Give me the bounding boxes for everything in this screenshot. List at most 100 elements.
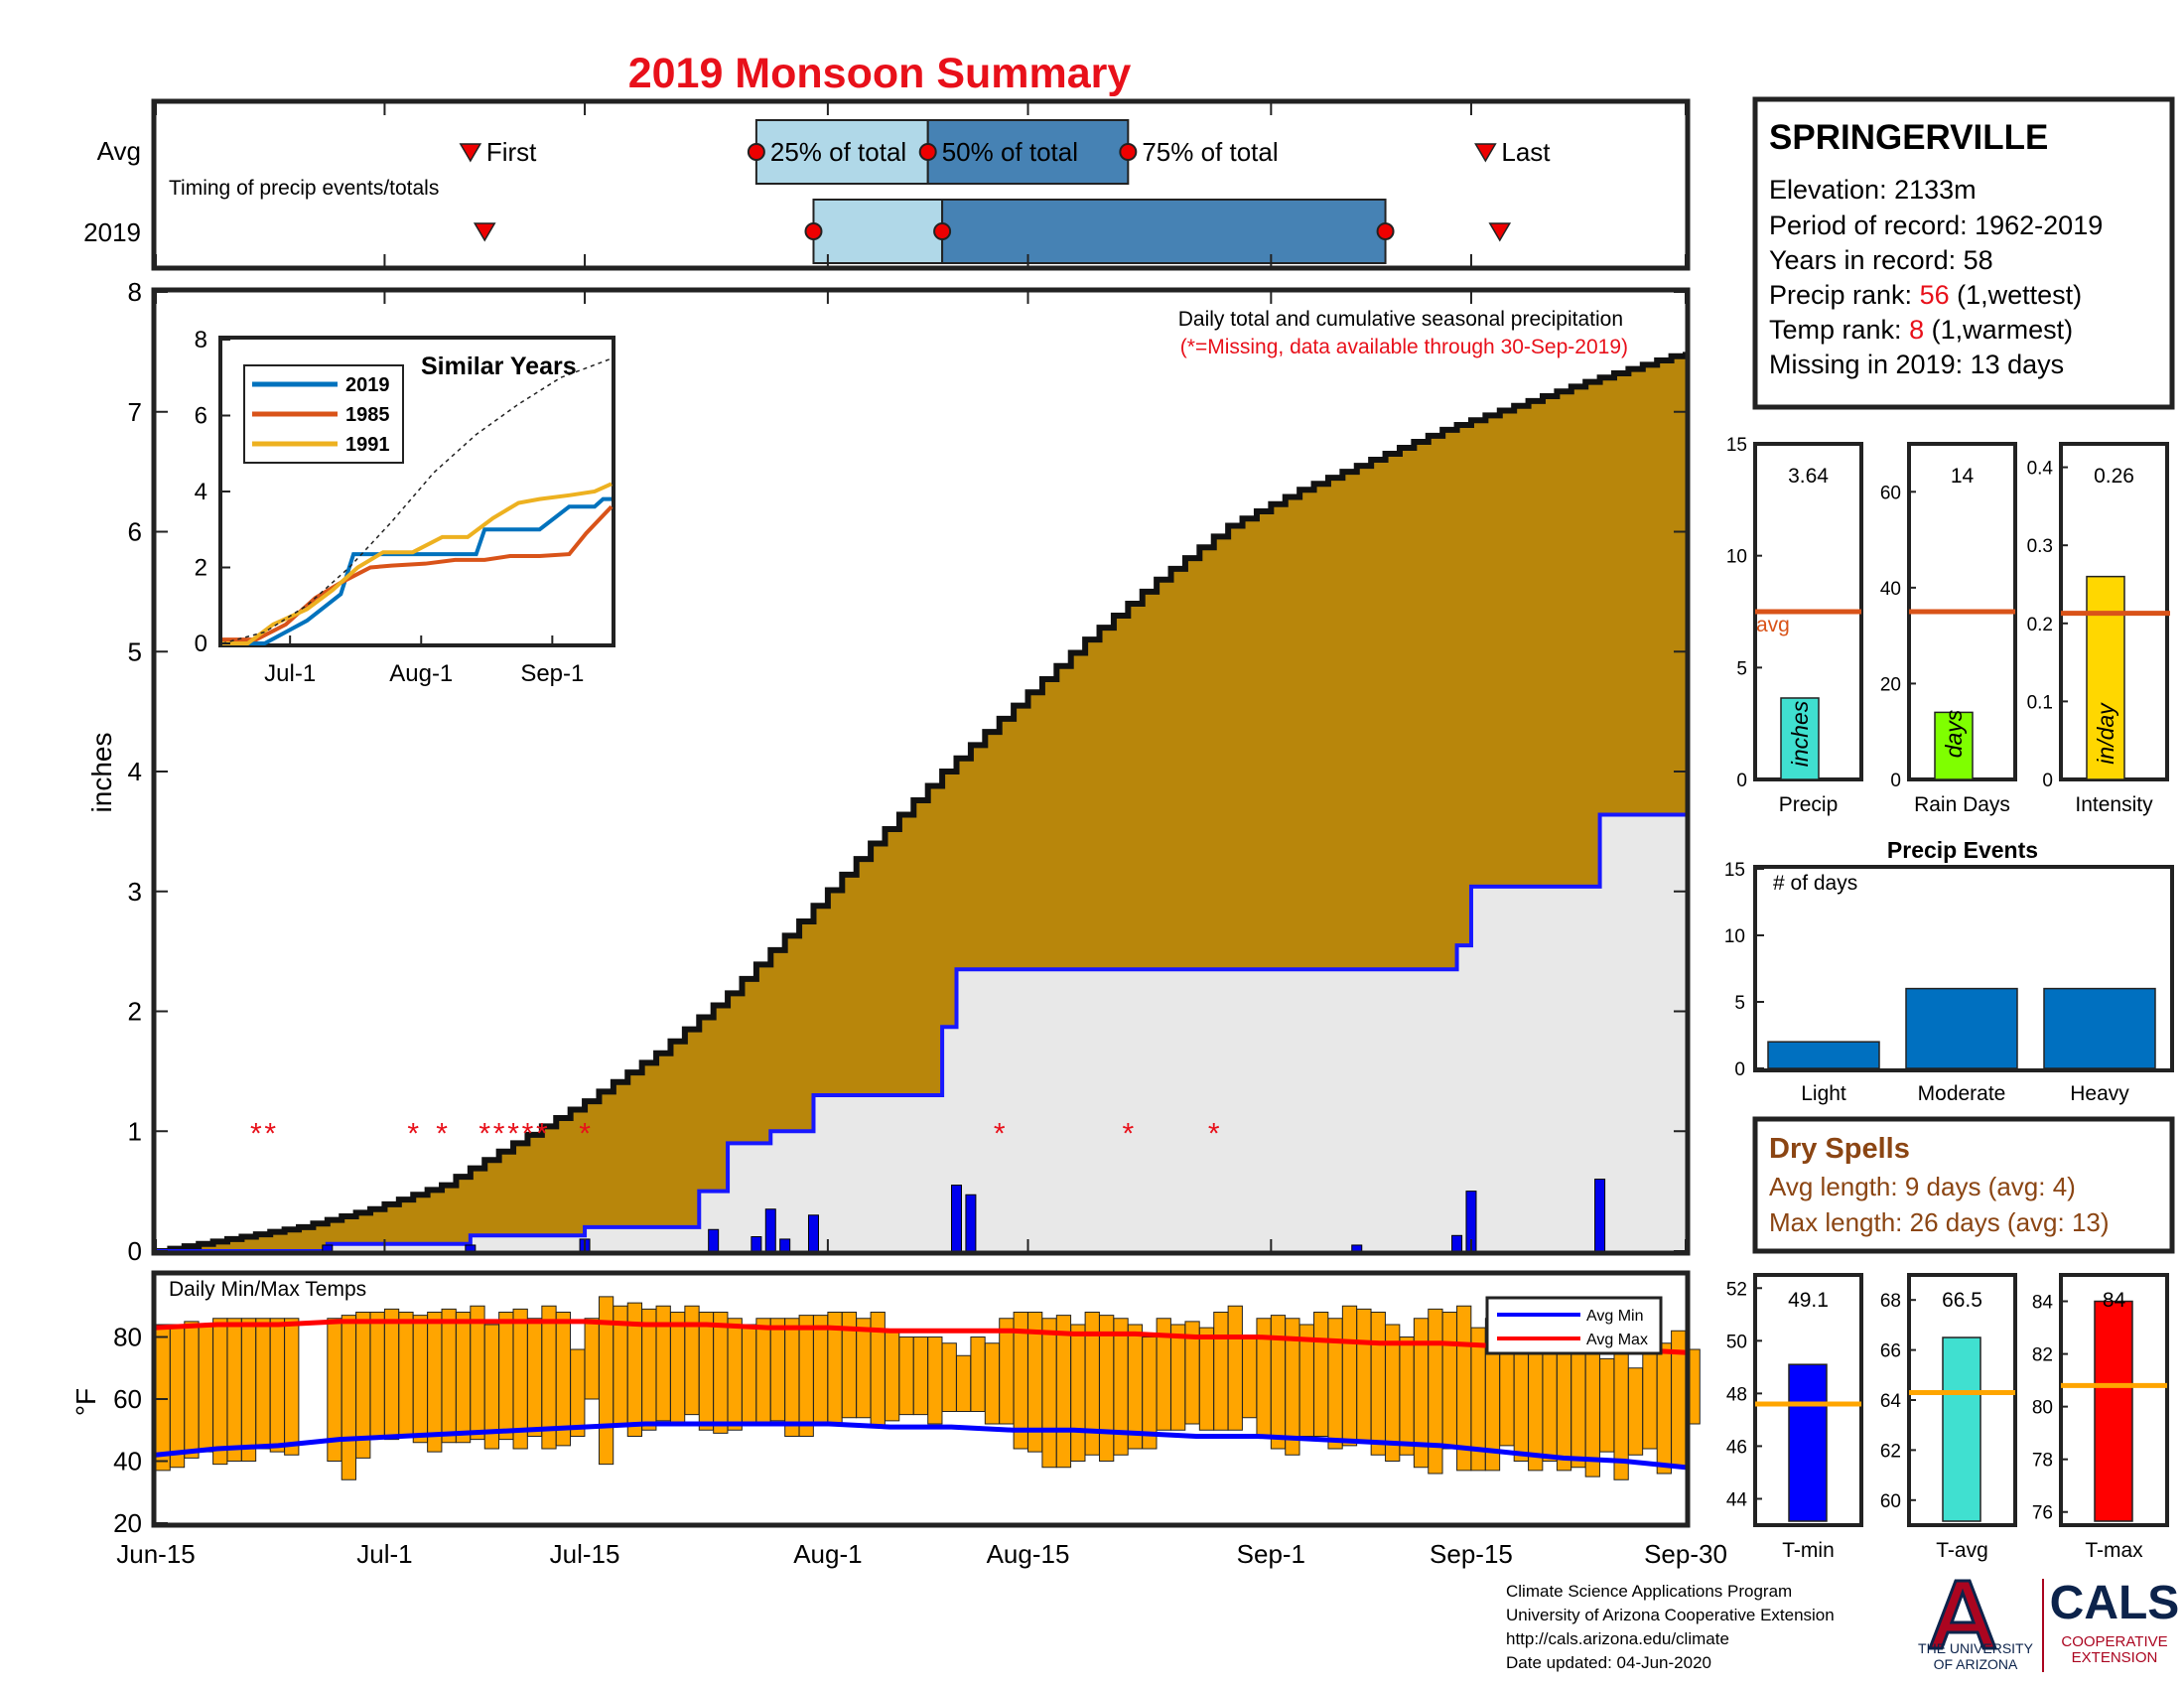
daily-precip-bar: [708, 1228, 720, 1252]
daily-temp-bar: [427, 1312, 443, 1453]
ua-text-2: OF ARIZONA: [1934, 1656, 2018, 1672]
temp-x-tick-label: Jul-15: [550, 1539, 620, 1569]
timing-percentile-marker: [1119, 143, 1138, 161]
daily-temp-bar: [727, 1318, 743, 1431]
daily-temp-bar: [941, 1342, 957, 1412]
temp-y-tick-label: 20: [113, 1508, 142, 1538]
timing-label-last: Last: [1501, 137, 1551, 167]
timing-label-50: 50% of total: [942, 137, 1078, 167]
daily-temp-bar: [713, 1312, 729, 1434]
daily-temp-bar: [1528, 1342, 1544, 1472]
timing-markers: First 25% of total 50% of total 75% of tota…: [459, 119, 1551, 264]
daily-temp-bar: [498, 1312, 514, 1441]
observed-cumulative-area: [156, 814, 1686, 1251]
missing-day-marker: *: [436, 1117, 448, 1150]
timing-box-50-75: [941, 199, 1387, 264]
precip-events-panel: Precip Events # of days 0 5 10 15 Light Moder…: [1724, 837, 2174, 1105]
main-plot-area: * * * * * * * * * * * * *: [156, 292, 1689, 1254]
cals-sub-1: COOPERATIVE: [2061, 1633, 2167, 1650]
daily-temp-bar: [526, 1318, 543, 1437]
daily-temp-bar: [269, 1318, 285, 1453]
daily-temp-bar: [669, 1312, 686, 1425]
daily-temp-bar: [1570, 1342, 1586, 1469]
daily-temp-bar: [1270, 1315, 1287, 1450]
inset-x-tick-label: Jul-1: [264, 660, 316, 687]
avg-cumulative-line: [156, 352, 1689, 1254]
temps-legend-box: [1485, 1296, 1663, 1355]
timing-box-50-75: [926, 119, 1130, 185]
missing-day-marker: *: [264, 1117, 276, 1150]
ua-text-1: THE UNIVERSITY: [1918, 1640, 2034, 1656]
temp-y-tick-label: 76: [2032, 1503, 2053, 1524]
events-category-label: Moderate: [1918, 1082, 2006, 1105]
daily-temp-bar: [255, 1318, 271, 1450]
daily-temp-bar: [1041, 1318, 1057, 1469]
missing-day-marker: *: [1208, 1117, 1220, 1150]
footer-line-3: http://cals.arizona.edu/climate: [1506, 1629, 1729, 1648]
dry-spells-panel: Dry Spells Avg length: 9 days (avg: 4) M…: [1752, 1116, 2175, 1254]
temp-y-tick-label: 50: [1726, 1332, 1747, 1352]
main-axis-ticks: 0 1 2 3 4 5 6 7 8 Jun-15 Jul-1 Jul-15 Aug-1 Aug-15 Sep…: [116, 103, 1727, 1569]
daily-temp-bar: [984, 1342, 1001, 1425]
daily-temp-bar: [1642, 1351, 1658, 1450]
daily-precip-bar: [1594, 1179, 1606, 1252]
observed-cumulative-line: [156, 812, 1686, 1253]
temp-y-tick-label: 82: [2032, 1345, 2053, 1366]
total-unit-label: inches: [1787, 700, 1813, 767]
daily-temp-bar: [856, 1318, 872, 1419]
legend-avg-max: Avg Max: [1586, 1332, 1648, 1348]
total-y-tick-label: 5: [1736, 658, 1747, 679]
daily-temp-bar: [1170, 1324, 1186, 1431]
timing-label-75: 75% of total: [1142, 137, 1278, 167]
daily-temp-bar: [1227, 1305, 1243, 1431]
main-y-tick-label: 8: [128, 277, 142, 307]
footer-line-2: University of Arizona Cooperative Extens…: [1506, 1606, 1835, 1624]
daily-temp-bar: [470, 1305, 485, 1441]
inset-legend: 2019 1985 1991: [252, 374, 390, 456]
events-bar-Heavy: [2043, 987, 2156, 1069]
daily-temp-bar: [1428, 1308, 1443, 1475]
temp-y-tick-label: 62: [1880, 1441, 1901, 1462]
daily-temp-bar: [898, 1336, 914, 1416]
temp-y-tick-label: 84: [2032, 1293, 2054, 1314]
season-totals-panels: 3.64 Precip inches 0 5 10 15 avg 14 Rain Days days…: [1726, 435, 2170, 816]
timing-percentile-marker: [1376, 222, 1395, 240]
timing-box-25-50: [754, 119, 929, 185]
missing-day-marker: *: [507, 1117, 519, 1150]
missing-day-marker: *: [250, 1117, 262, 1150]
temp-x-tick-label: Aug-15: [987, 1539, 1070, 1569]
daily-precip-bar: [322, 1244, 334, 1252]
total-y-tick-label: 60: [1880, 483, 1901, 503]
total-y-tick-label: 0: [2042, 771, 2053, 791]
events-y-tick-label: 15: [1724, 860, 1745, 881]
total-y-tick-label: 0.3: [2027, 536, 2053, 557]
main-y-tick-label: 3: [128, 877, 142, 907]
temp-bar-T-avg: [1942, 1336, 1981, 1522]
temp-axis-ticks: 20 40 60 80: [113, 1323, 168, 1538]
temp-value-label: 66.5: [1942, 1289, 1982, 1312]
daily-precip-bar: [1351, 1244, 1363, 1252]
timing-percentile-marker: [804, 222, 823, 240]
temp-x-tick-label: Jul-1: [356, 1539, 412, 1569]
total-avg-text: avg: [1756, 614, 1790, 636]
temp-y-tick-label: 44: [1726, 1489, 1748, 1510]
daily-temp-bar: [212, 1318, 228, 1466]
daily-temp-bar: [1099, 1315, 1115, 1462]
daily-temp-bar: [1627, 1367, 1644, 1456]
total-value-label: 14: [1951, 465, 1975, 488]
daily-temp-bar: [1341, 1305, 1358, 1447]
total-y-tick-label: 0.1: [2027, 692, 2053, 713]
main-y-tick-label: 1: [128, 1116, 142, 1146]
temp-x-tick-label: Jun-15: [116, 1539, 196, 1569]
total-category-label: Precip: [1779, 793, 1839, 816]
temp-category-label: T-max: [2085, 1539, 2143, 1562]
total-category-label: Rain Days: [1914, 793, 2010, 816]
events-y-tick-label: 10: [1724, 926, 1745, 947]
inset-x-tick-label: Sep-1: [520, 660, 584, 687]
main-precip-chart: * * * * * * * * * * * * * inches Daily total and cum…: [86, 103, 1727, 1569]
daily-precip-bar: [751, 1236, 762, 1252]
station-years: Years in record: 58: [1769, 245, 1993, 275]
daily-temp-bar: [769, 1318, 786, 1422]
daily-temp-bar: [441, 1308, 457, 1444]
daily-temp-bar: [698, 1312, 715, 1431]
